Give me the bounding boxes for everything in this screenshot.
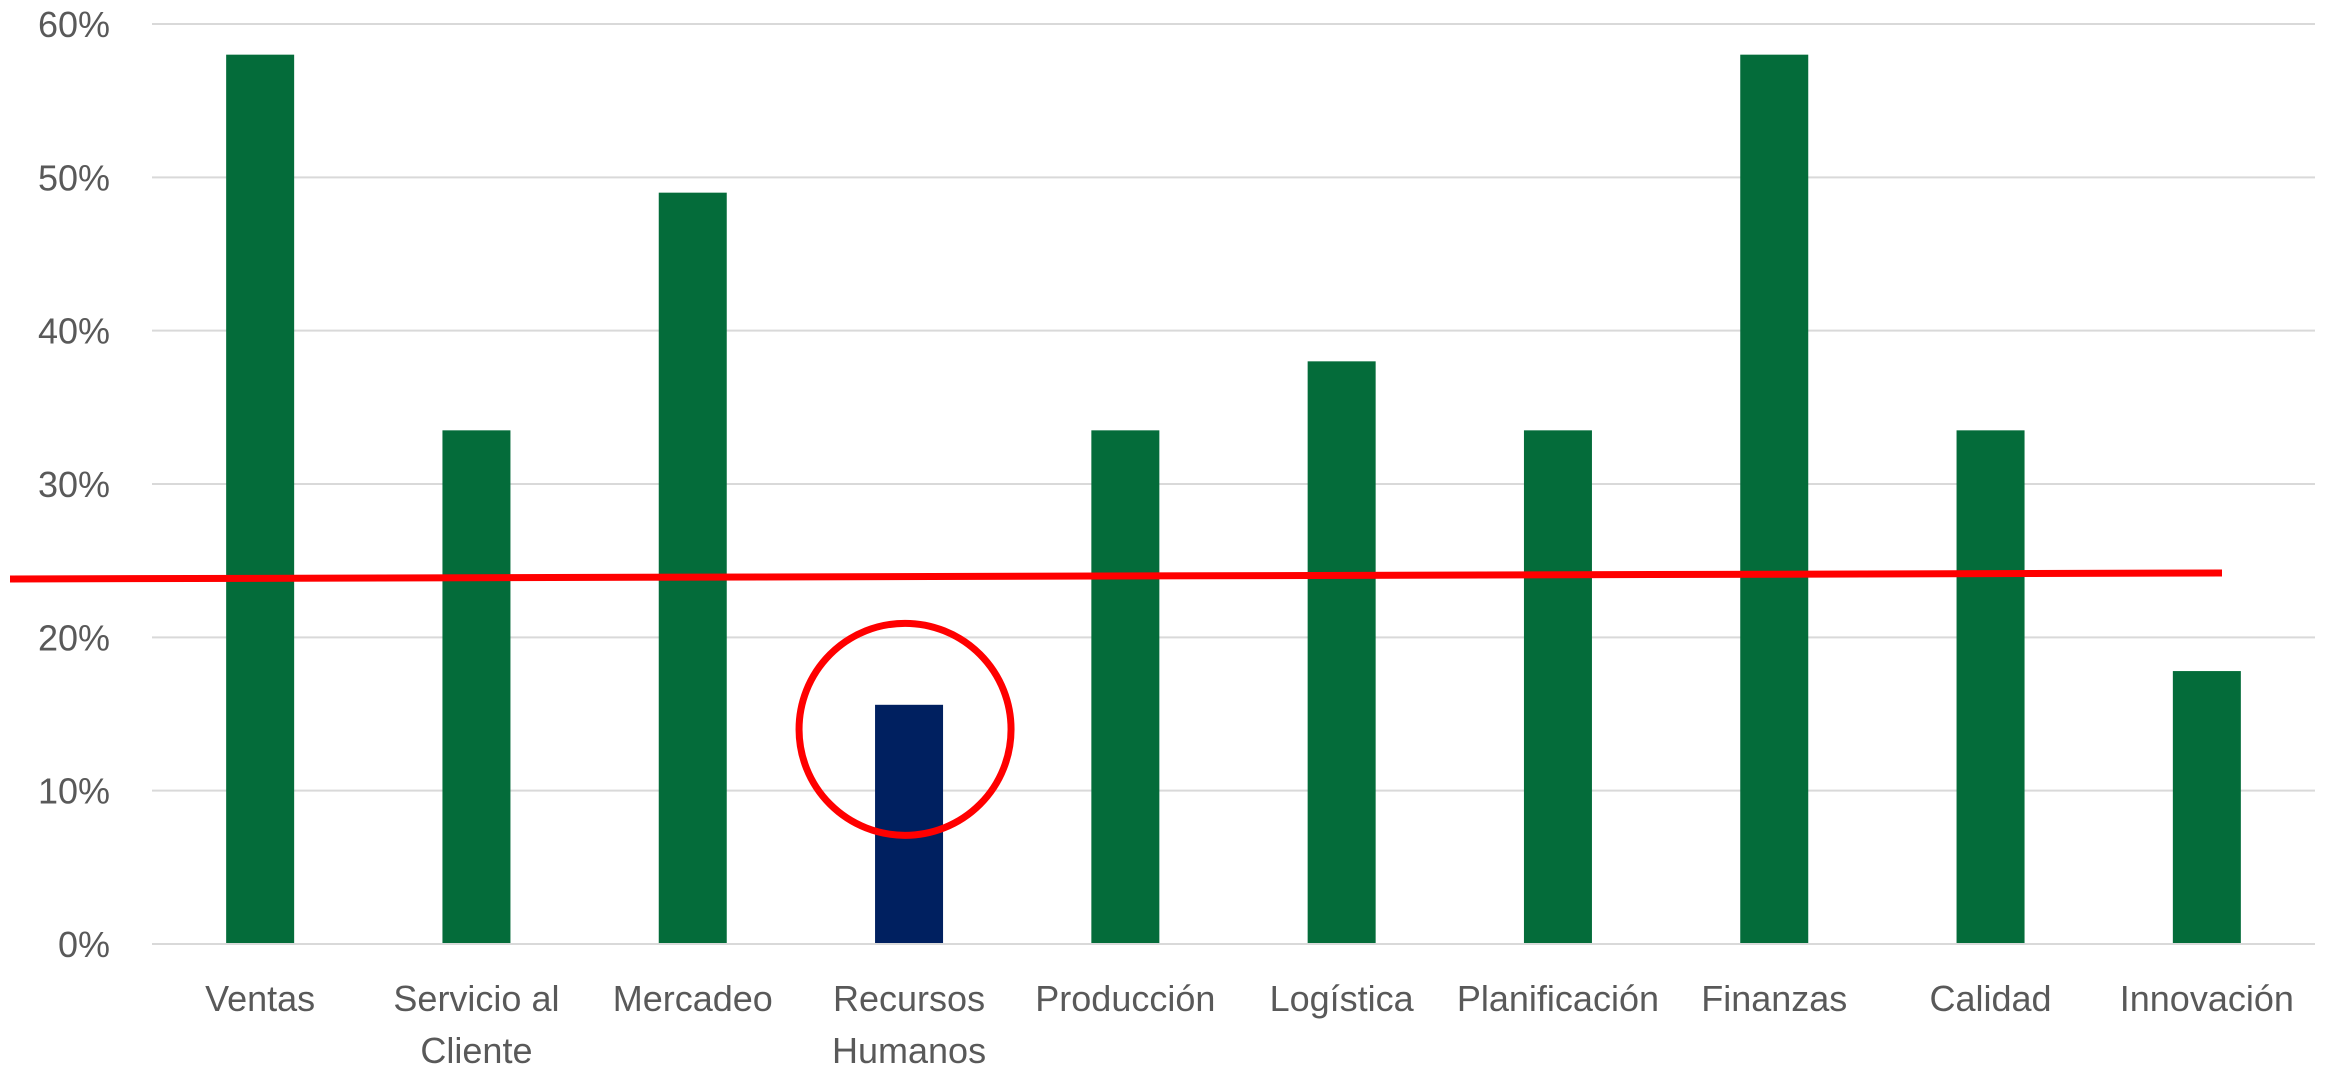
y-axis-ticks: 0% 10% 20% 30% 40% 50% 60% [38, 4, 110, 965]
x-tick-label: Logística [1270, 978, 1415, 1019]
bar [875, 704, 944, 944]
x-tick-label: Mercadeo [613, 978, 773, 1019]
bars [226, 54, 2241, 944]
x-tick-label: Innovación [2120, 978, 2294, 1019]
y-tick-label: 10% [38, 771, 110, 812]
y-tick-label: 30% [38, 464, 110, 505]
y-tick-label: 50% [38, 157, 110, 198]
x-tick-label: Planificación [1457, 978, 1659, 1019]
bar [226, 54, 295, 944]
y-tick-label: 60% [38, 4, 110, 45]
y-tick-label: 20% [38, 617, 110, 658]
bar [658, 192, 727, 944]
x-tick-label: Ventas [205, 978, 315, 1019]
bar [1523, 430, 1592, 944]
x-tick-label: Recursos Humanos [832, 978, 986, 1067]
x-tick-label: Producción [1035, 978, 1215, 1019]
bar [442, 430, 511, 944]
y-tick-label: 0% [58, 924, 110, 965]
x-tick-label: Finanzas [1701, 978, 1847, 1019]
reference-line [9, 569, 2223, 583]
x-tick-label: Calidad [1930, 978, 2052, 1019]
gridlines [152, 23, 2315, 792]
bar [1091, 430, 1160, 944]
x-tick-label: Servicio al Cliente [393, 978, 559, 1067]
highlight-circle [795, 619, 1015, 839]
bar [1956, 430, 2025, 944]
bar [2172, 671, 2241, 944]
y-tick-label: 40% [38, 311, 110, 352]
x-axis-labels: Ventas Servicio al Cliente Mercadeo Recursos… [205, 978, 2294, 1067]
bar [1740, 54, 1809, 944]
bar [1307, 361, 1376, 944]
